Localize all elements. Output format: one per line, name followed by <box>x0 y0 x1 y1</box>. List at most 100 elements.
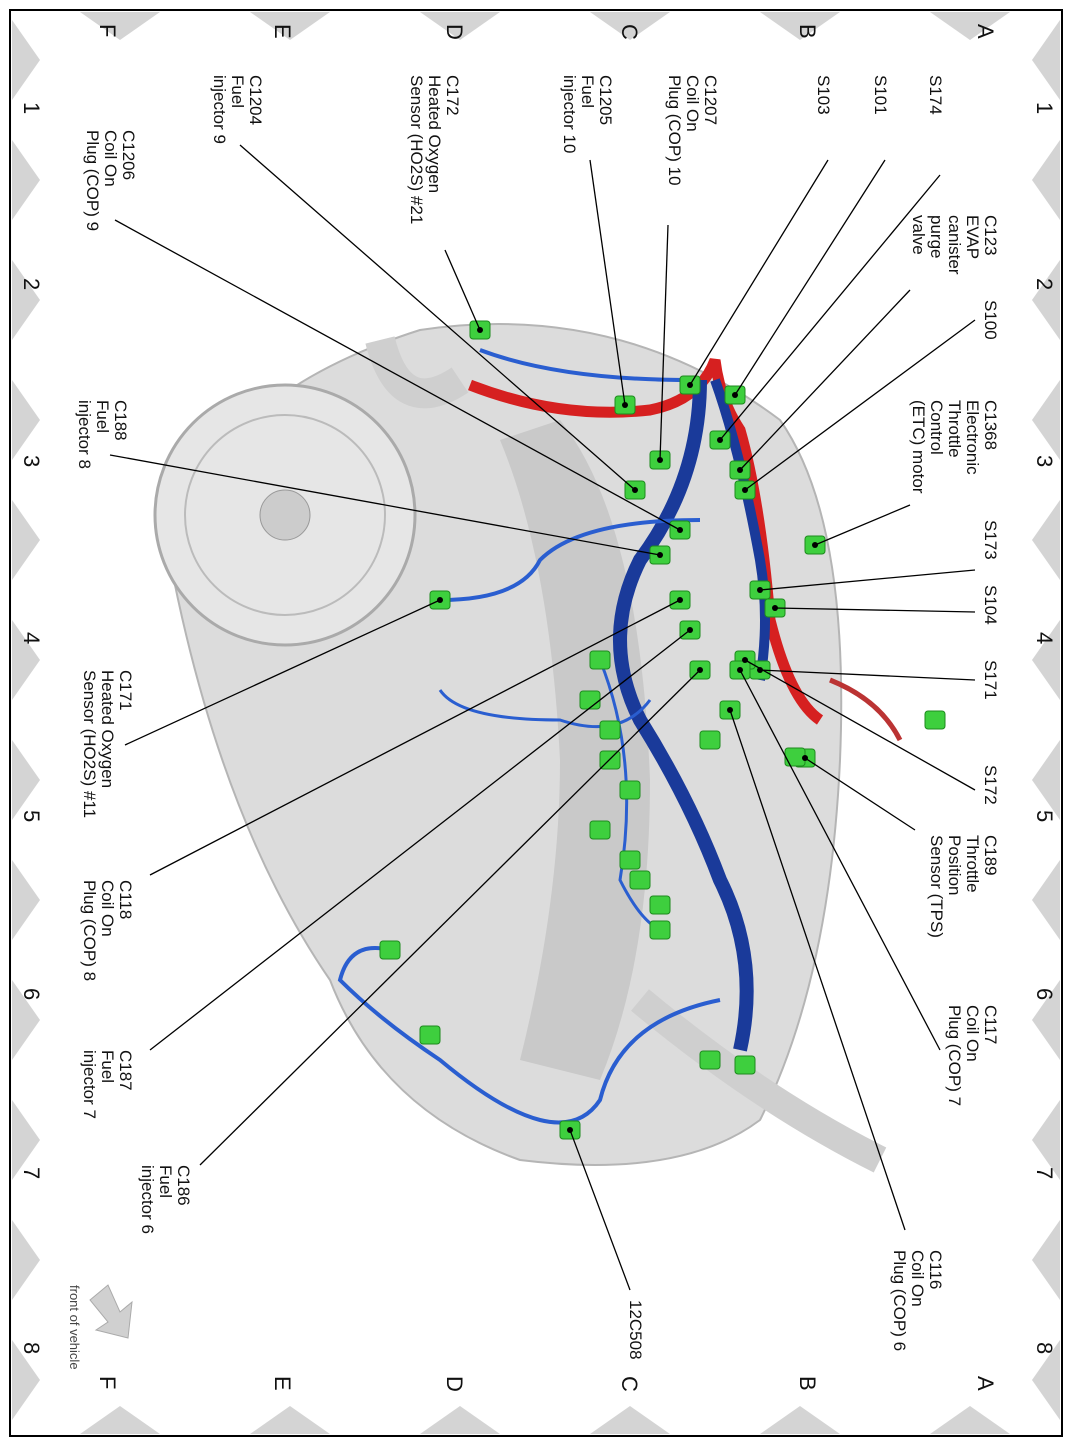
label-line: Plug (COP) 9 <box>83 130 102 231</box>
grid-row: 2 <box>19 278 44 290</box>
label-line: C172 <box>443 75 462 116</box>
border-triangle <box>12 380 40 460</box>
leader-end <box>657 457 663 463</box>
leader-line <box>659 224 669 461</box>
label-line: Sensor (HO2S) #11 <box>80 670 99 818</box>
connector <box>619 850 641 870</box>
grid-column: A <box>973 1376 998 1391</box>
border-triangle <box>12 1340 40 1420</box>
border-triangle <box>12 140 40 220</box>
leader-end <box>687 627 693 633</box>
border-triangle <box>1032 20 1060 100</box>
leader-line <box>739 669 941 1051</box>
leader-line <box>759 669 976 681</box>
leader-end <box>437 597 443 603</box>
label-line: Fuel <box>578 75 597 108</box>
label-line: (ETC) motor <box>909 400 928 494</box>
labels: A A B B C C D D E E F F 1 1 2 2 3 3 4 4 5 5 6 6 7 7 8 8 S174 S101 S103… <box>19 24 1057 1392</box>
leader-line <box>114 219 681 531</box>
grid-column: C <box>617 1376 642 1392</box>
connector <box>419 1025 441 1045</box>
leader-end <box>737 467 743 473</box>
leader-line <box>744 659 976 791</box>
grid-column: F <box>95 1376 120 1389</box>
connector <box>649 920 671 940</box>
leader-end <box>732 392 738 398</box>
label-line: injector 10 <box>560 75 579 153</box>
leader-line <box>109 454 661 556</box>
label-line: C123 <box>981 215 1000 256</box>
connector <box>599 720 621 740</box>
leader-line <box>149 629 691 1051</box>
connector <box>734 1055 756 1075</box>
border-triangle <box>12 20 40 100</box>
border-triangle <box>1032 740 1060 820</box>
border-triangle <box>1032 140 1060 220</box>
label-line: EVAP <box>963 215 982 259</box>
leader-end <box>802 755 808 761</box>
label-line: C171 <box>116 670 135 711</box>
leader-line <box>759 569 976 591</box>
label-line: S172 <box>981 765 1000 805</box>
leader-end <box>727 707 733 713</box>
label-line: injector 6 <box>138 1165 157 1234</box>
leader-line <box>734 159 886 396</box>
connector <box>589 650 611 670</box>
leader-line <box>444 249 481 331</box>
border-triangle <box>760 1406 840 1434</box>
grid-column: B <box>795 24 820 39</box>
label-line: C117 <box>981 1005 1000 1044</box>
connector <box>699 1050 721 1070</box>
label-line: S100 <box>981 300 1000 340</box>
leader-line <box>149 599 681 876</box>
grid-row: 5 <box>19 810 44 822</box>
grid-column: F <box>95 24 120 37</box>
leader-end <box>567 1127 573 1133</box>
leader-end <box>677 527 683 533</box>
label-line: C186 <box>174 1165 193 1206</box>
label-line: Coil On <box>963 1005 982 1062</box>
leader-line <box>814 504 911 546</box>
grid-row: 4 <box>19 632 44 644</box>
label-line: S171 <box>981 660 1000 700</box>
border-triangle <box>420 12 500 40</box>
border-pattern <box>12 12 1060 1434</box>
border-triangle <box>250 12 330 40</box>
border-triangle <box>12 260 40 340</box>
leader-line <box>804 757 916 831</box>
grid-row: 7 <box>1032 1167 1057 1179</box>
label-line: Coil On <box>101 130 120 187</box>
label-line: Heated Oxygen <box>425 75 444 193</box>
label-line: Coil On <box>908 1250 927 1307</box>
leader-line <box>744 319 976 491</box>
leader-end <box>657 552 663 558</box>
label-line: S174 <box>926 75 945 115</box>
border-triangle <box>1032 500 1060 580</box>
leader-end <box>677 597 683 603</box>
connector <box>379 940 401 960</box>
grid-row: 7 <box>19 1167 44 1179</box>
label-line: C1368 <box>981 400 1000 450</box>
grid-row: 6 <box>1032 988 1057 1000</box>
leader-end <box>757 667 763 673</box>
leader-line <box>124 599 441 746</box>
border-triangle <box>760 12 840 40</box>
border-triangle <box>1032 380 1060 460</box>
label-line: valve <box>909 215 928 255</box>
label-line: Sensor (TPS) <box>927 835 946 938</box>
leader-end <box>717 437 723 443</box>
grid-column: C <box>617 24 642 40</box>
border-triangle <box>930 12 1010 40</box>
leader-end <box>812 542 818 548</box>
label-line: C1206 <box>119 130 138 180</box>
label-line: C187 <box>116 1050 135 1091</box>
label-line: S101 <box>871 75 890 115</box>
connector <box>924 710 946 730</box>
grid-row: 8 <box>19 1342 44 1354</box>
grid-column: A <box>973 24 998 39</box>
label-line: Coil On <box>683 75 702 132</box>
connector <box>699 730 721 750</box>
label-line: S104 <box>981 585 1000 625</box>
leader-end <box>632 487 638 493</box>
